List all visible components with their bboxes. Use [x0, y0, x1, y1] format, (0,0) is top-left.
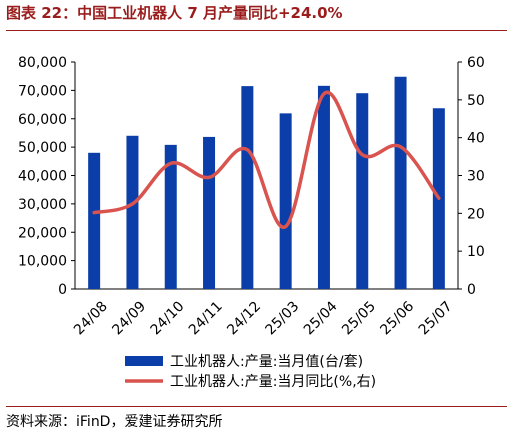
- source-note: 资料来源：iFinD，爱建证券研究所: [6, 414, 223, 430]
- axes: 0 10,000 20,000 30,000 40,000 50,000 60,000 70,…: [18, 55, 485, 298]
- bar: [164, 144, 177, 289]
- source-divider: [6, 406, 507, 407]
- right-axis-tick-label: 0: [467, 282, 476, 298]
- x-tick-labels: 24/0824/0924/1024/1124/1225/0325/0425/05…: [71, 298, 456, 338]
- left-axis-tick-label: 0: [58, 282, 67, 298]
- right-axis-tick-label: 10: [467, 244, 485, 260]
- x-tick-label: 24/08: [71, 298, 111, 338]
- x-tick-label: 25/04: [301, 298, 341, 338]
- legend-bar-label: 工业机器人:产量:当月值(台/套): [170, 354, 363, 370]
- yoy-line: [92, 90, 441, 229]
- chart-title: 图表 22：中国工业机器人 7 月产量同比+24.0%: [6, 4, 343, 22]
- legend-bar-swatch: [125, 356, 163, 366]
- x-tick-label: 24/09: [109, 298, 149, 338]
- x-tick-label: 25/07: [416, 298, 456, 338]
- x-tick-label: 24/11: [186, 298, 226, 338]
- bar: [88, 152, 101, 289]
- left-axis-tick-label: 50,000: [18, 140, 67, 156]
- right-axis-tick-label: 50: [467, 93, 485, 109]
- x-tick-label: 25/05: [339, 298, 379, 338]
- x-tick-label: 24/12: [224, 298, 264, 338]
- bar: [394, 76, 407, 289]
- left-axis-tick-label: 60,000: [18, 112, 67, 128]
- bar: [279, 113, 292, 289]
- legend-line-label: 工业机器人:产量:当月同比(%,右): [170, 374, 376, 390]
- bar: [241, 86, 254, 290]
- x-tick-label: 24/10: [148, 298, 188, 338]
- right-axis-tick-label: 20: [467, 206, 485, 222]
- left-axis-tick-label: 30,000: [18, 197, 67, 213]
- bar-series: [88, 76, 445, 290]
- left-axis-tick-label: 20,000: [18, 225, 67, 241]
- bar: [203, 136, 216, 289]
- right-axis-tick-label: 60: [467, 55, 485, 71]
- legend: 工业机器人:产量:当月值(台/套) 工业机器人:产量:当月同比(%,右): [125, 354, 376, 390]
- chart-svg: 0 10,000 20,000 30,000 40,000 50,000 60,000 70,…: [18, 55, 485, 390]
- right-axis-tick-label: 40: [467, 131, 485, 147]
- left-axis-tick-label: 10,000: [18, 254, 67, 270]
- bar: [126, 135, 139, 289]
- bar: [317, 85, 330, 290]
- x-tick-label: 25/03: [263, 298, 303, 338]
- left-axis-tick-label: 40,000: [18, 169, 67, 185]
- x-tick-label: 25/06: [377, 298, 417, 338]
- line-series: [92, 90, 441, 229]
- left-axis-tick-label: 70,000: [18, 83, 67, 99]
- right-axis-tick-label: 30: [467, 169, 485, 185]
- left-axis-tick-label: 80,000: [18, 55, 67, 71]
- bar: [356, 93, 369, 290]
- title-divider: [6, 30, 507, 31]
